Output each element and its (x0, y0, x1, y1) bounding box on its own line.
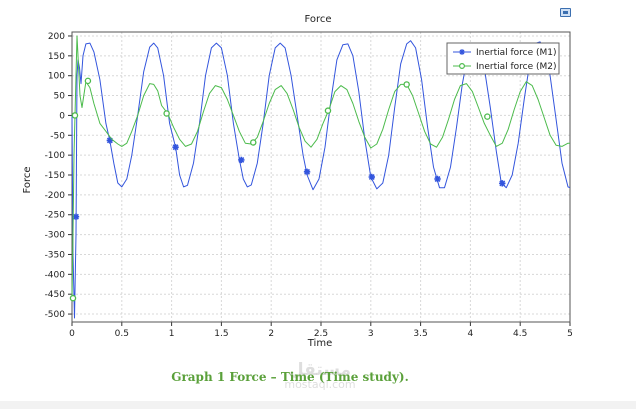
series-2-marker (484, 113, 491, 120)
y-tick-label: -150 (45, 171, 66, 181)
x-tick-label: 0 (69, 329, 75, 339)
series-1-marker (238, 156, 245, 164)
x-tick-label: 1 (169, 329, 175, 339)
y-tick-label: -500 (45, 310, 66, 320)
y-tick-label: -350 (45, 250, 66, 260)
series-1-marker (172, 144, 179, 151)
marker-stroke (434, 176, 441, 182)
series-1-marker (106, 137, 114, 144)
x-tick-label: 1.5 (214, 329, 228, 339)
y-tick-label: 150 (48, 52, 65, 62)
legend-box (446, 42, 560, 75)
series-1-marker (499, 180, 506, 187)
bottom-strip (0, 401, 636, 409)
series-2-marker (84, 77, 92, 85)
x-tick-label: 3.5 (413, 329, 427, 339)
y-tick-label: -450 (45, 290, 66, 300)
y-tick-label: -250 (45, 211, 66, 221)
y-tick-label: -400 (45, 270, 66, 280)
x-tick-label: 2 (268, 329, 274, 339)
series-2-marker (71, 112, 79, 119)
y-tick-label: 50 (54, 92, 66, 102)
y-tick-label: -200 (45, 191, 66, 201)
y-tick-label: 100 (48, 72, 65, 82)
marker-stroke (73, 213, 79, 220)
legend: Inertial force (M1) Inertial force (M2) (446, 42, 560, 75)
y-tick-label: 200 (48, 32, 65, 42)
series-1-marker (72, 213, 80, 220)
marker-stroke (499, 180, 506, 187)
grid-lines (71, 32, 571, 322)
x-tick-label: 0.5 (115, 329, 129, 339)
marker-stroke (459, 49, 465, 55)
x-tick-label: 2.5 (314, 329, 328, 339)
series-2-marker (69, 294, 77, 302)
legend-marker-1 (459, 49, 465, 55)
legend-label-1: Inertial force (M1) (476, 48, 557, 58)
x-tick-label: 5 (567, 329, 573, 339)
y-tick-label: -300 (45, 231, 66, 241)
marker-stroke (368, 174, 375, 180)
marker-stroke (172, 144, 179, 151)
legend-label-2: Inertial force (M2) (476, 62, 557, 72)
marker-stroke (238, 156, 245, 163)
tick-labels: 0 0.5 1 1.5 2 2.5 3 3.5 4 4.5 5 200 150 100 50 0 -50 -100… (45, 32, 573, 339)
x-tick-label: 4.5 (513, 329, 527, 339)
x-tick-label: 3 (368, 329, 374, 339)
series-2-marker (250, 139, 257, 146)
export-image-icon[interactable] (560, 8, 571, 17)
legend-marker-2 (459, 62, 466, 69)
series-1-marker (303, 168, 311, 176)
y-axis-label: Force (22, 166, 33, 193)
chart-title: Force (304, 14, 331, 25)
series-1-marker (368, 173, 375, 181)
series-2-marker (324, 107, 332, 114)
y-tick-label: 0 (59, 111, 65, 121)
marker-stroke (304, 168, 311, 175)
series-2-marker (163, 110, 170, 117)
series-layer (69, 35, 571, 319)
y-tick-label: -50 (50, 131, 65, 141)
y-tick-label: -100 (45, 151, 66, 161)
x-tick-label: 4 (468, 329, 474, 339)
figure-caption: Graph 1 Force – Time (Time study). (171, 370, 409, 384)
series-line-2 (71, 35, 570, 299)
x-axis-label: Time (307, 338, 332, 349)
series-1-marker (434, 175, 441, 183)
series-2-marker (403, 81, 410, 88)
